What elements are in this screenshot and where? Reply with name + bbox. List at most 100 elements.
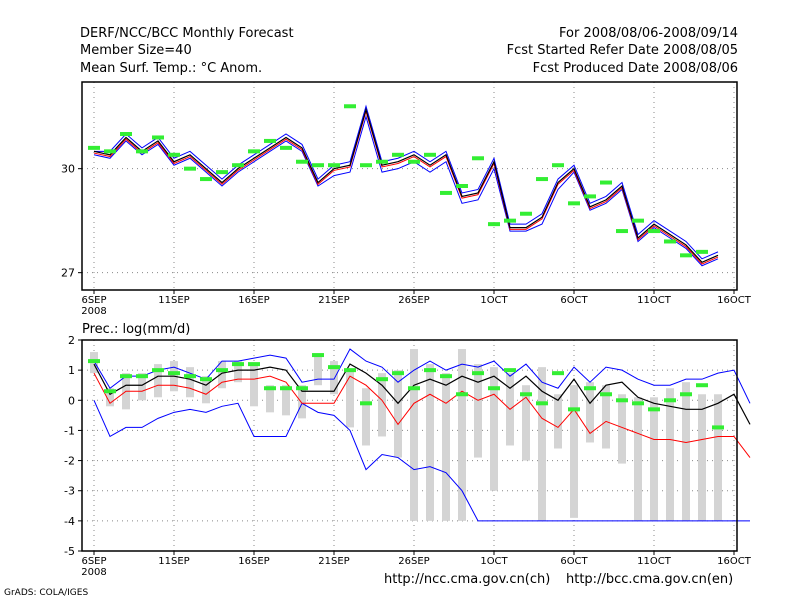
spread-bar	[282, 385, 290, 416]
x-tick-label: 6SEP	[81, 556, 106, 567]
observed-marker	[376, 377, 388, 382]
x-tick-label: 21SEP	[318, 295, 349, 306]
x-tick-label: 16OCT	[717, 295, 752, 306]
observed-marker	[568, 407, 580, 412]
spread-bar	[586, 382, 594, 443]
spread-bar	[314, 355, 322, 386]
series-lower	[93, 114, 719, 267]
y-tick-label: -3	[64, 485, 75, 498]
observed-marker	[632, 218, 644, 223]
observed-marker	[392, 152, 404, 157]
spread-bar	[394, 370, 402, 458]
observed-marker	[632, 401, 644, 406]
produced-date: Fcst Produced Date 2008/08/06	[532, 61, 738, 76]
observed-marker	[376, 159, 388, 164]
observed-marker	[248, 149, 260, 154]
observed-marker	[456, 184, 468, 188]
observed-marker	[648, 229, 660, 234]
spread-bar	[186, 367, 194, 398]
observed-marker	[328, 365, 340, 370]
y-tick-label: -4	[64, 515, 75, 528]
observed-marker	[120, 132, 132, 136]
observed-marker	[88, 359, 100, 364]
observed-marker	[184, 166, 196, 171]
spread-bar	[458, 349, 466, 521]
spread-bar	[362, 388, 370, 446]
spread-bar	[218, 361, 226, 389]
observed-marker	[88, 145, 100, 150]
observed-marker	[600, 180, 612, 185]
observed-marker	[488, 222, 500, 227]
observed-marker	[552, 163, 564, 168]
observed-marker	[264, 386, 276, 391]
x-tick-label: 6SEP	[81, 295, 106, 306]
observed-marker	[696, 249, 708, 254]
observed-marker	[472, 371, 484, 376]
observed-marker	[584, 386, 596, 391]
x-tick-label: 21SEP	[318, 556, 349, 567]
spread-bar	[682, 382, 690, 521]
series-inner	[93, 109, 719, 265]
observed-marker	[648, 407, 660, 412]
spread-bar	[154, 364, 162, 398]
y-tick-label: -1	[64, 424, 75, 437]
observed-marker	[472, 156, 484, 161]
spread-bar	[410, 349, 418, 521]
spread-bar	[330, 361, 338, 395]
spread-bar	[378, 373, 386, 437]
url-english[interactable]: http://bcc.cma.gov.cn(en)	[566, 572, 734, 587]
observed-marker	[408, 159, 420, 164]
observed-marker	[424, 152, 436, 157]
observed-marker	[456, 392, 468, 397]
spread-bar	[234, 361, 242, 383]
observed-marker	[296, 386, 308, 391]
x-tick-label: 26SEP	[398, 295, 429, 306]
observed-marker	[360, 401, 372, 406]
spread-bar	[666, 388, 674, 521]
series-mean	[93, 107, 719, 263]
observed-marker	[136, 149, 148, 154]
observed-marker	[360, 163, 372, 168]
x-tick-label: 6OCT	[560, 295, 588, 306]
spread-bar	[538, 367, 546, 521]
x-tick-label: 16SEP	[238, 556, 269, 567]
spread-bar	[490, 367, 498, 491]
observed-marker	[248, 362, 260, 367]
observed-marker	[568, 201, 580, 206]
variable-label: Mean Surf. Temp.: °C Anom.	[80, 61, 263, 76]
series-upper	[94, 104, 719, 260]
observed-marker	[616, 229, 628, 234]
observed-marker	[616, 398, 628, 403]
observed-marker	[520, 392, 532, 397]
grads-credit: GrADS: COLA/IGES	[4, 588, 89, 598]
y-tick-label: 30	[61, 163, 75, 176]
plot-frame	[81, 339, 738, 552]
observed-marker	[344, 104, 356, 109]
plot-frame	[81, 81, 738, 291]
observed-marker	[440, 190, 452, 195]
member-size-label: Member Size=40	[80, 43, 192, 58]
spread-bar	[698, 394, 706, 521]
observed-marker	[344, 368, 356, 373]
x-tick-label: 26SEP	[398, 556, 429, 567]
url-chinese[interactable]: http://ncc.cma.gov.cn(ch)	[384, 572, 551, 587]
series-inner	[93, 372, 751, 458]
observed-marker	[200, 177, 212, 182]
observed-marker	[488, 386, 500, 391]
observed-marker	[440, 374, 452, 379]
observed-marker	[504, 368, 516, 373]
x-tick-label: 11OCT	[637, 295, 672, 306]
observed-marker	[680, 392, 692, 397]
series-lower	[93, 400, 750, 522]
spread-bar	[474, 364, 482, 458]
spread-bar	[522, 385, 530, 461]
spread-bar	[618, 394, 626, 464]
x-tick-sublabel: 2008	[81, 567, 106, 578]
y-tick-label: 0	[68, 394, 75, 407]
observed-marker	[664, 239, 676, 244]
observed-marker	[712, 425, 724, 430]
spread-bar	[346, 370, 354, 428]
observed-marker	[424, 368, 436, 373]
observed-marker	[120, 374, 132, 379]
